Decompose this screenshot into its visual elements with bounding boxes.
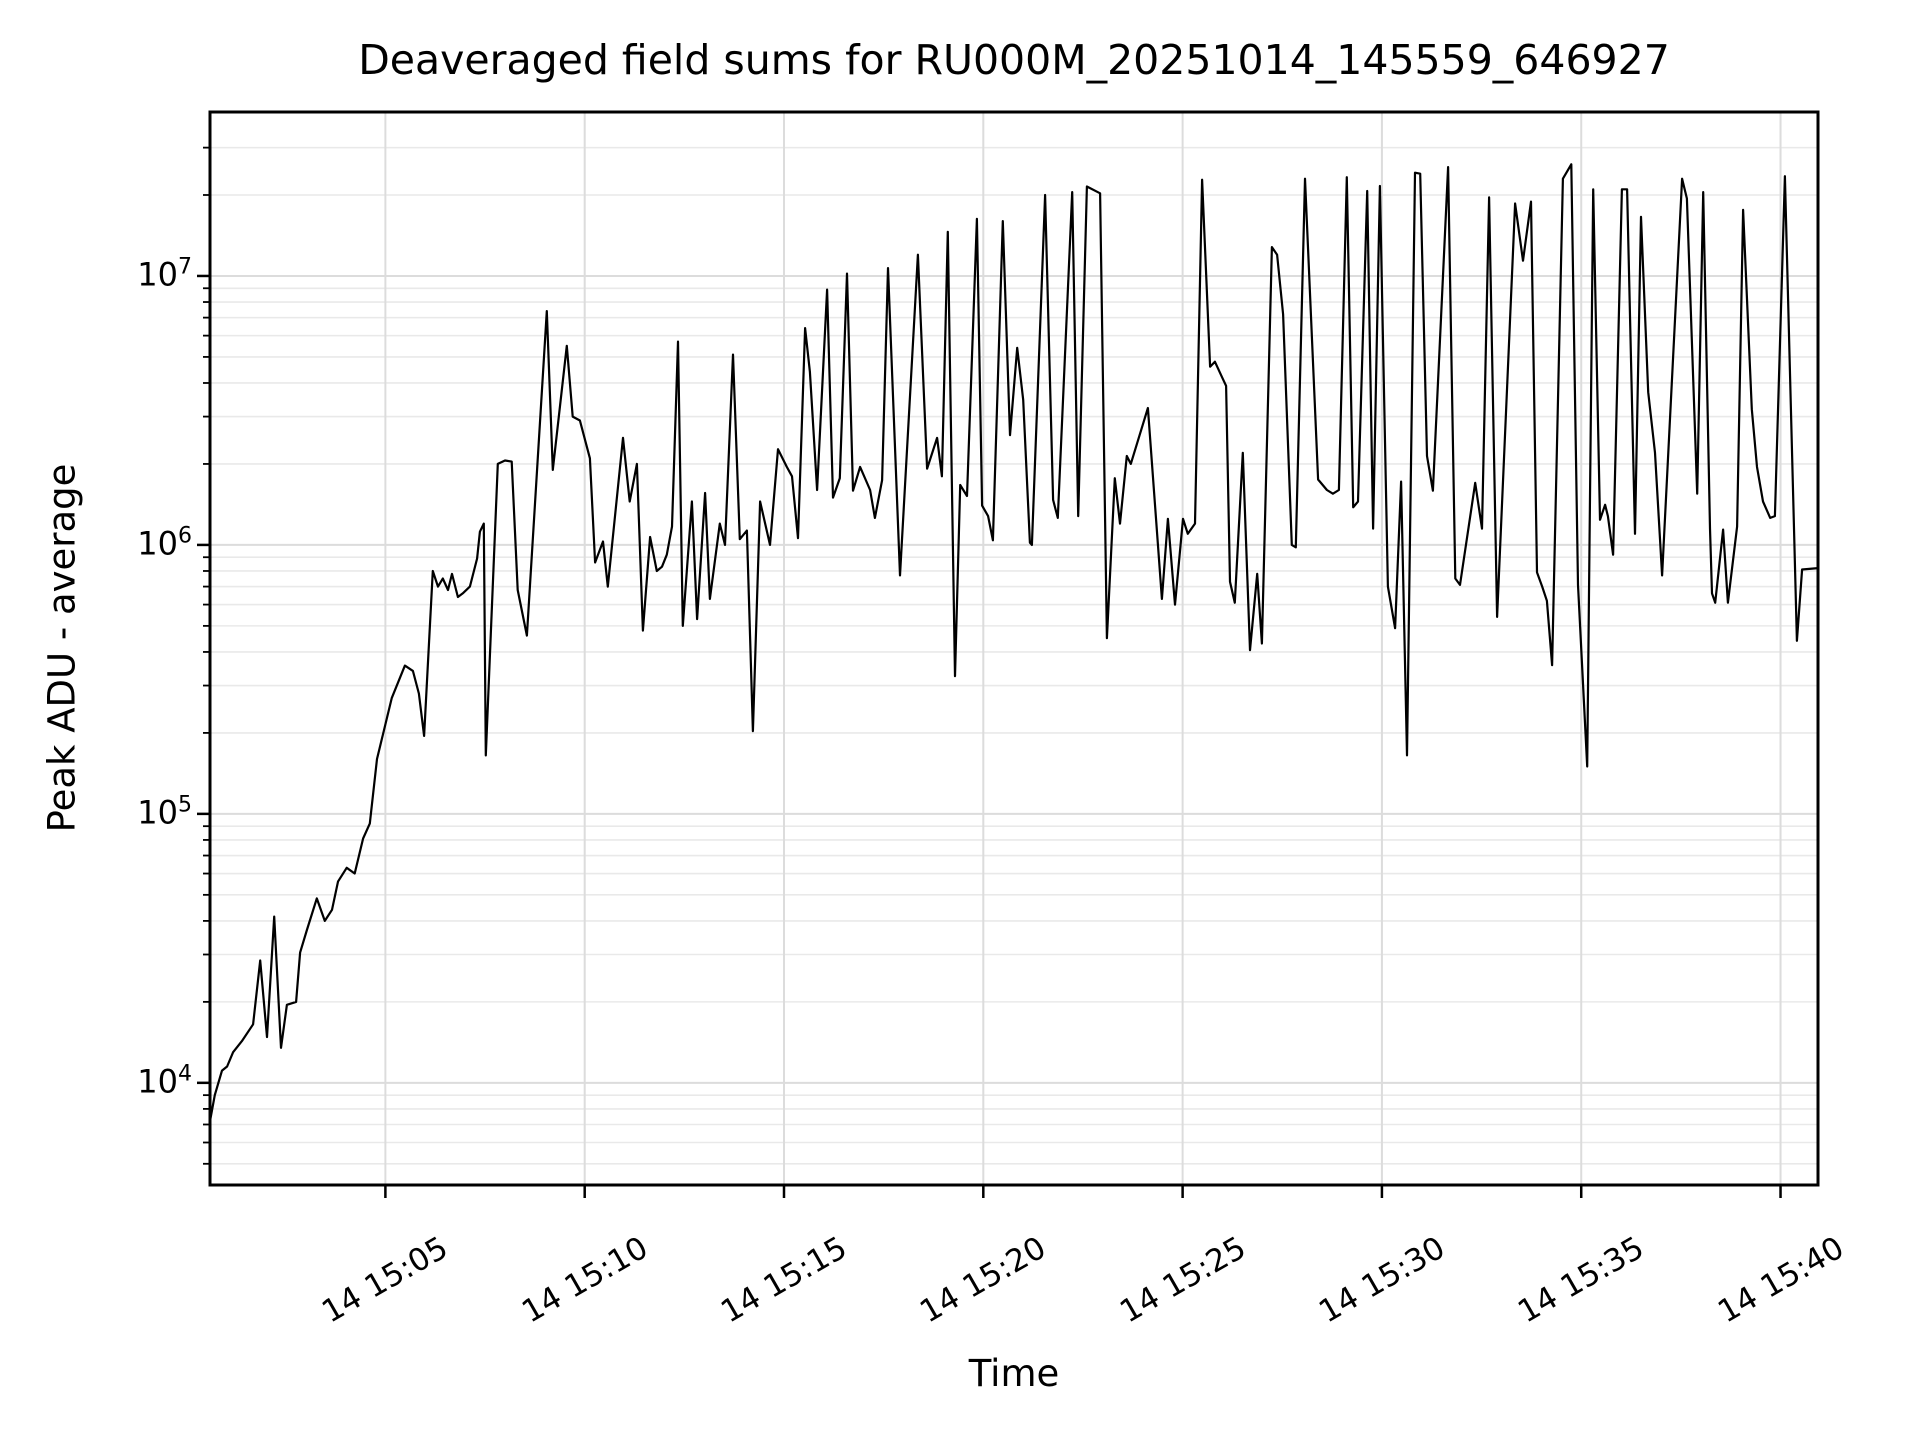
y-tick-label: 104	[137, 1061, 192, 1101]
chart-title: Deaveraged field sums for RU000M_2025101…	[358, 36, 1670, 84]
y-tick-label: 105	[137, 792, 192, 832]
data-series-line	[208, 163, 1820, 1123]
y-axis-label: Peak ADU - average	[40, 463, 84, 833]
x-axis-label: Time	[968, 1352, 1060, 1395]
y-tick-label: 107	[137, 254, 192, 294]
axes-spines	[208, 110, 1820, 1187]
y-tick-label: 106	[137, 523, 192, 563]
